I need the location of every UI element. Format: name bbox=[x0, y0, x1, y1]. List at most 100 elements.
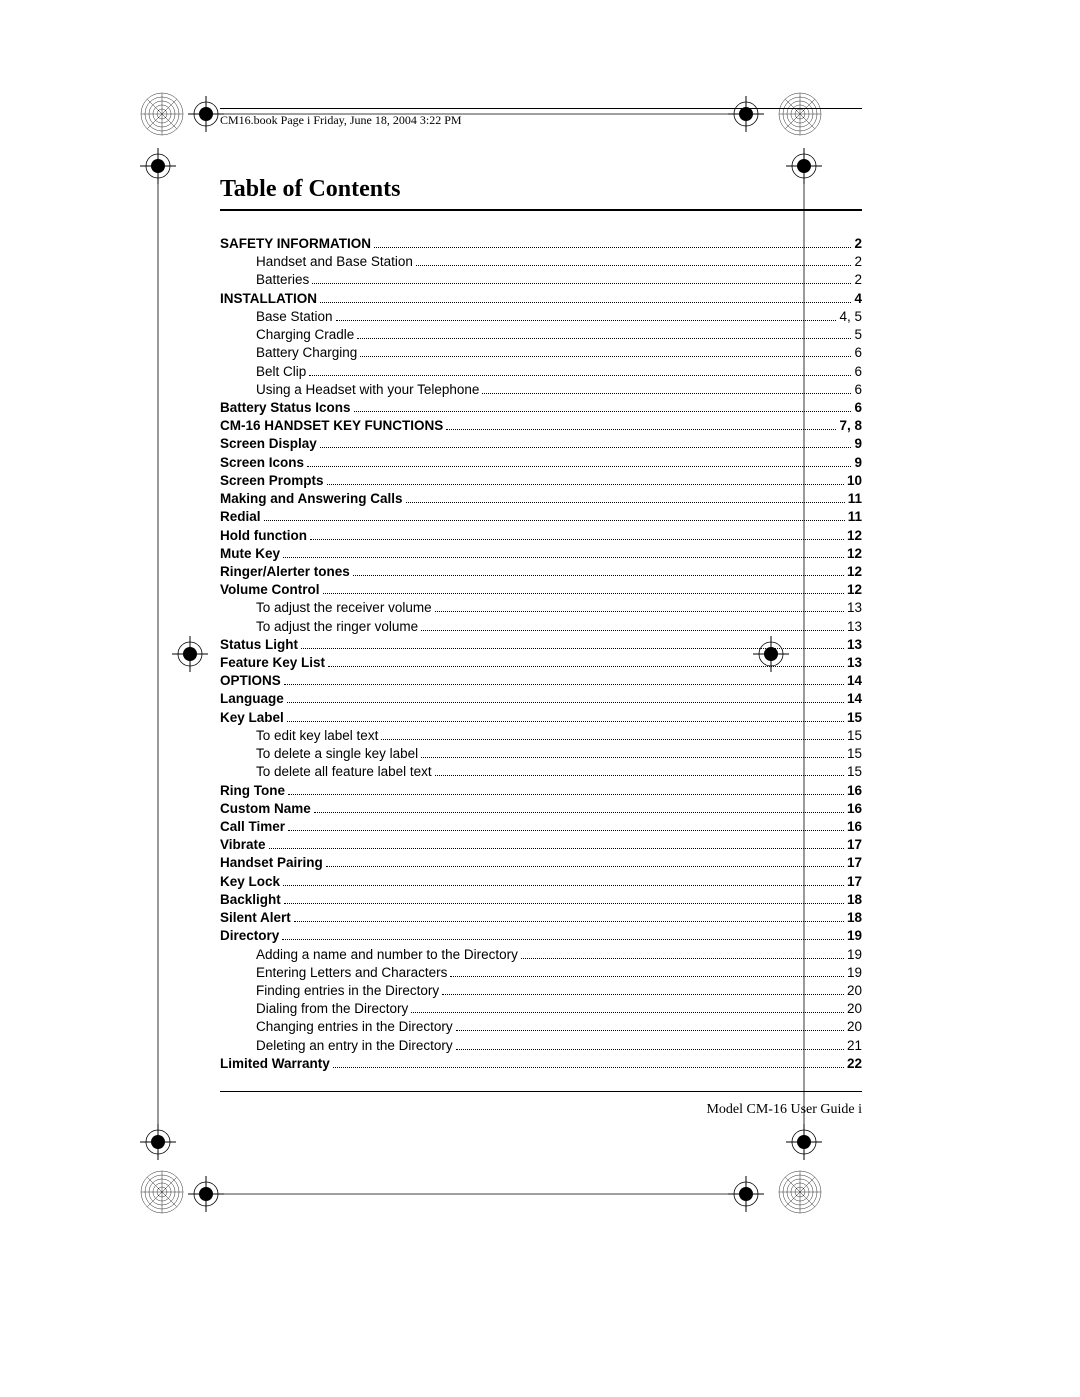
toc-label: SAFETY INFORMATION bbox=[220, 235, 371, 253]
toc-label: Changing entries in the Directory bbox=[256, 1018, 453, 1036]
toc-leader-dots bbox=[353, 575, 844, 576]
toc-label: Battery Status Icons bbox=[220, 399, 351, 417]
toc-label: Belt Clip bbox=[256, 363, 306, 381]
toc-row: Battery Status Icons 6 bbox=[220, 399, 862, 417]
toc-page: 11 bbox=[848, 508, 862, 526]
toc-label: Volume Control bbox=[220, 581, 320, 599]
toc-row: Using a Headset with your Telephone 6 bbox=[220, 381, 862, 399]
toc-page: 2 bbox=[854, 271, 862, 289]
toc-page: 17 bbox=[847, 854, 862, 872]
title-rule bbox=[220, 209, 862, 211]
toc-label: To delete all feature label text bbox=[256, 763, 432, 781]
toc-label: Custom Name bbox=[220, 800, 311, 818]
toc-label: Redial bbox=[220, 508, 261, 526]
toc-row: Handset and Base Station 2 bbox=[220, 253, 862, 271]
toc-page: 10 bbox=[847, 472, 862, 490]
toc-leader-dots bbox=[287, 702, 844, 703]
toc-page: 6 bbox=[854, 363, 862, 381]
toc-leader-dots bbox=[416, 265, 852, 266]
toc-row: To edit key label text 15 bbox=[220, 727, 862, 745]
toc-page: 6 bbox=[854, 381, 862, 399]
toc-label: CM-16 HANDSET KEY FUNCTIONS bbox=[220, 417, 443, 435]
toc-row: Volume Control 12 bbox=[220, 581, 862, 599]
toc-leader-dots bbox=[323, 593, 844, 594]
toc-row: Vibrate 17 bbox=[220, 836, 862, 854]
toc-leader-dots bbox=[287, 721, 844, 722]
toc-label: To adjust the ringer volume bbox=[256, 618, 418, 636]
toc-row: Ring Tone 16 bbox=[220, 782, 862, 800]
toc-label: Hold function bbox=[220, 527, 307, 545]
toc-row: To adjust the ringer volume 13 bbox=[220, 618, 862, 636]
toc-label: Status Light bbox=[220, 636, 298, 654]
toc-leader-dots bbox=[333, 1067, 844, 1068]
toc-label: To adjust the receiver volume bbox=[256, 599, 432, 617]
toc-label: Feature Key List bbox=[220, 654, 325, 672]
toc-page: 14 bbox=[847, 672, 862, 690]
toc-label: Handset and Base Station bbox=[256, 253, 413, 271]
toc-label: Backlight bbox=[220, 891, 281, 909]
toc-leader-dots bbox=[284, 684, 844, 685]
toc-row: Adding a name and number to the Director… bbox=[220, 946, 862, 964]
toc-leader-dots bbox=[421, 757, 844, 758]
toc-row: Hold function 12 bbox=[220, 527, 862, 545]
toc-row: Language 14 bbox=[220, 690, 862, 708]
toc-label: Screen Display bbox=[220, 435, 317, 453]
toc-row: Dialing from the Directory 20 bbox=[220, 1000, 862, 1018]
toc-leader-dots bbox=[421, 630, 844, 631]
toc-label: Handset Pairing bbox=[220, 854, 323, 872]
footer-rule bbox=[220, 1091, 862, 1092]
toc-label: To delete a single key label bbox=[256, 745, 418, 763]
toc-leader-dots bbox=[406, 502, 845, 503]
toc-leader-dots bbox=[442, 994, 844, 995]
toc-leader-dots bbox=[288, 830, 844, 831]
toc-label: Charging Cradle bbox=[256, 326, 354, 344]
toc-leader-dots bbox=[284, 903, 844, 904]
toc-page: 9 bbox=[854, 435, 862, 453]
toc-label: Making and Answering Calls bbox=[220, 490, 403, 508]
toc-label: Ringer/Alerter tones bbox=[220, 563, 350, 581]
toc-row: Directory 19 bbox=[220, 927, 862, 945]
toc-row: To delete a single key label 15 bbox=[220, 745, 862, 763]
toc-label: Base Station bbox=[256, 308, 333, 326]
toc-leader-dots bbox=[456, 1049, 844, 1050]
toc-label: Dialing from the Directory bbox=[256, 1000, 408, 1018]
toc-leader-dots bbox=[307, 466, 851, 467]
toc-leader-dots bbox=[264, 520, 845, 521]
toc-page: 6 bbox=[854, 399, 862, 417]
toc-page: 20 bbox=[847, 1018, 862, 1036]
toc-leader-dots bbox=[482, 393, 851, 394]
toc-leader-dots bbox=[320, 302, 851, 303]
toc-page: 18 bbox=[847, 891, 862, 909]
toc-row: Custom Name 16 bbox=[220, 800, 862, 818]
toc-leader-dots bbox=[309, 375, 851, 376]
toc-row: Finding entries in the Directory 20 bbox=[220, 982, 862, 1000]
toc-page: 19 bbox=[847, 927, 862, 945]
toc-page: 17 bbox=[847, 836, 862, 854]
toc-leader-dots bbox=[328, 666, 844, 667]
toc-page: 13 bbox=[847, 654, 862, 672]
toc-leader-dots bbox=[446, 429, 836, 430]
toc-row: OPTIONS 14 bbox=[220, 672, 862, 690]
toc-leader-dots bbox=[301, 648, 844, 649]
toc-row: INSTALLATION 4 bbox=[220, 290, 862, 308]
toc-row: SAFETY INFORMATION 2 bbox=[220, 235, 862, 253]
toc-page: 7, 8 bbox=[839, 417, 862, 435]
toc-page: 12 bbox=[847, 545, 862, 563]
toc-row: Belt Clip 6 bbox=[220, 363, 862, 381]
toc-label: Directory bbox=[220, 927, 279, 945]
toc-label: Using a Headset with your Telephone bbox=[256, 381, 479, 399]
footer-text: Model CM-16 User Guide i bbox=[220, 1102, 862, 1118]
toc-page: 20 bbox=[847, 1000, 862, 1018]
toc-row: Screen Display 9 bbox=[220, 435, 862, 453]
toc-label: To edit key label text bbox=[256, 727, 378, 745]
toc-label: Battery Charging bbox=[256, 344, 357, 362]
toc-leader-dots bbox=[326, 866, 844, 867]
toc-row: Charging Cradle 5 bbox=[220, 326, 862, 344]
toc-body: SAFETY INFORMATION 2Handset and Base Sta… bbox=[220, 235, 862, 1073]
toc-row: Feature Key List 13 bbox=[220, 654, 862, 672]
toc-row: Key Lock 17 bbox=[220, 873, 862, 891]
toc-label: Batteries bbox=[256, 271, 309, 289]
toc-leader-dots bbox=[327, 484, 844, 485]
toc-page: 15 bbox=[847, 763, 862, 781]
toc-label: Entering Letters and Characters bbox=[256, 964, 447, 982]
